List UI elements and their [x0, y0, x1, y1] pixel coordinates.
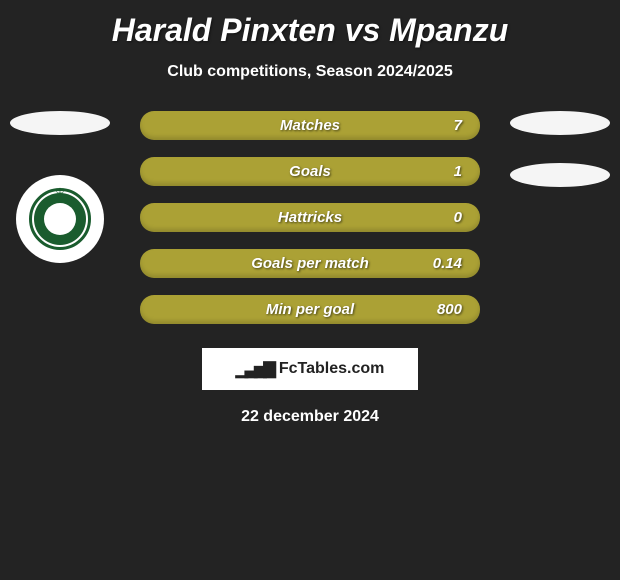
player-badge-left: [10, 111, 110, 135]
club-logo-left: ♔: [16, 175, 104, 263]
stat-value: 0: [454, 209, 462, 226]
stat-label: Matches: [280, 117, 340, 134]
right-player-column: [510, 111, 610, 207]
stat-label: Goals per match: [251, 255, 369, 272]
stat-label: Goals: [289, 163, 331, 180]
left-player-column: ♔: [10, 111, 110, 263]
content-area: ♔ Matches 7 Goals 1 Hattricks 0 Goals pe…: [0, 111, 620, 426]
stat-row: Min per goal 800: [140, 295, 480, 324]
stat-value: 800: [437, 301, 462, 318]
page-title: Harald Pinxten vs Mpanzu: [0, 0, 620, 49]
stat-row: Goals 1: [140, 157, 480, 186]
subtitle: Club competitions, Season 2024/2025: [0, 63, 620, 81]
chart-icon: ▁▃▅▇: [236, 359, 273, 379]
stat-value: 0.14: [433, 255, 462, 272]
stat-label: Hattricks: [278, 209, 342, 226]
stat-row: Goals per match 0.14: [140, 249, 480, 278]
stats-bars: Matches 7 Goals 1 Hattricks 0 Goals per …: [140, 111, 480, 324]
stat-row: Hattricks 0: [140, 203, 480, 232]
stat-row: Matches 7: [140, 111, 480, 140]
footer-brand-badge: ▁▃▅▇ FcTables.com: [202, 348, 418, 390]
footer-date: 22 december 2024: [0, 408, 620, 426]
player-badge-right: [510, 111, 610, 135]
stat-label: Min per goal: [266, 301, 354, 318]
stat-value: 7: [454, 117, 462, 134]
stat-value: 1: [454, 163, 462, 180]
footer-brand-text: FcTables.com: [279, 360, 385, 378]
club-badge-right: [510, 163, 610, 187]
